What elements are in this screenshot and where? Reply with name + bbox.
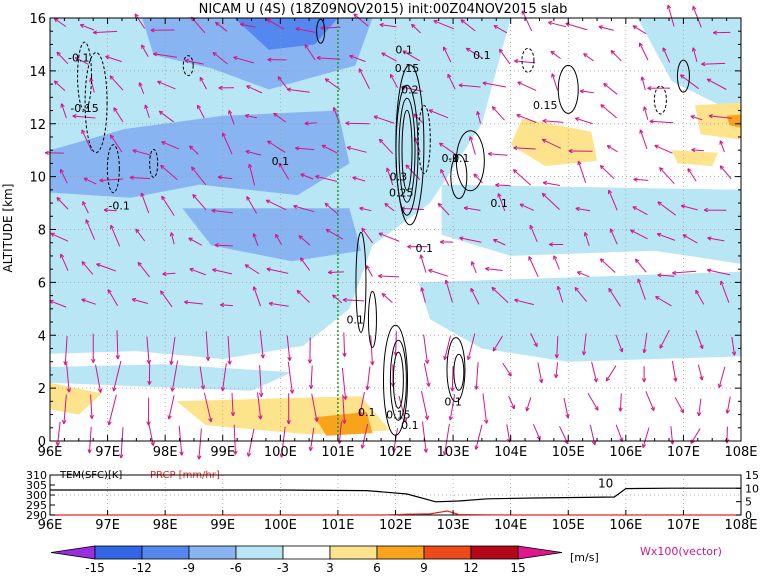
surface-x-tick-label: 103E [437, 518, 470, 533]
surface-x-tick-label: 105E [552, 518, 585, 533]
colorbar-tick-label: 12 [463, 561, 478, 575]
surface-x-tick-label: 106E [609, 518, 642, 533]
contour-label: 0.25 [389, 186, 414, 199]
x-tick-label: 108E [724, 445, 757, 460]
y-tick-label: 14 [29, 65, 46, 80]
surface-x-tick-label: 96E [38, 518, 63, 533]
x-tick-label: 107E [667, 445, 700, 460]
y-tick-label: 4 [38, 329, 46, 344]
contour-label: 0.15 [395, 62, 420, 75]
colorbar-segment [142, 546, 189, 559]
x-tick-label: 105E [552, 445, 585, 460]
colorbar-low-arrow [51, 546, 95, 559]
colorbar-segment [330, 546, 377, 559]
x-tick-label: 102E [379, 445, 412, 460]
x-tick-label: 96E [38, 445, 63, 460]
colorbar-segment [283, 546, 330, 559]
x-tick-label: 98E [153, 445, 178, 460]
colorbar-tick-label: -6 [230, 561, 242, 575]
surface-x-tick-label: 99E [210, 518, 235, 533]
colorbar-segment [236, 546, 283, 559]
y-tick-label: 2 [38, 382, 46, 397]
colorbar-unit: [m/s] [570, 551, 599, 564]
colorbar-tick-label: 9 [420, 561, 428, 575]
contour-label: 0.1 [358, 406, 376, 419]
x-tick-label: 106E [609, 445, 642, 460]
colorbar-tick-label: -15 [85, 561, 105, 575]
surface-y2-tick-label: 5 [745, 496, 752, 509]
y-tick-label: 8 [38, 224, 46, 239]
vector-legend: Wx100(vector) [640, 545, 722, 558]
x-tick-label: 99E [210, 445, 235, 460]
contour-label: 0.1 [272, 155, 290, 168]
contour-label: -0.1 [68, 52, 89, 65]
colorbar-tick-label: 15 [510, 561, 525, 575]
colorbar-tick-label: 6 [373, 561, 381, 575]
y-tick-label: 12 [29, 118, 46, 133]
chart-title: NICAM U (4S) (18Z09NOV2015) init:00Z04NO… [199, 2, 568, 17]
contour-label: 0.1 [416, 242, 434, 255]
colorbar-segment [424, 546, 471, 559]
contour-label: 0.2 [401, 83, 419, 96]
surface-x-tick-label: 102E [379, 518, 412, 533]
x-tick-label: 100E [264, 445, 297, 460]
contour-label: 0.1 [401, 419, 419, 432]
contour-label: 0.1 [441, 152, 459, 165]
colorbar-tick-label: -3 [277, 561, 289, 575]
contour-label: 0.1 [444, 395, 462, 408]
surface-x-tick-label: 108E [724, 518, 757, 533]
contour-label: 0.1 [490, 197, 508, 210]
y-tick-label: 10 [29, 171, 46, 186]
surface-y2-tick-label: 15 [745, 469, 759, 482]
contour-label: 0.1 [395, 44, 413, 57]
colorbar-segment [189, 546, 236, 559]
colorbar-segment [471, 546, 518, 559]
colorbar-segment [95, 546, 142, 559]
surface-y2-tick-label: 10 [745, 482, 759, 495]
colorbar-tick-label: -9 [183, 561, 195, 575]
surface-x-tick-label: 97E [95, 518, 120, 533]
wind-vector-shaft [328, 272, 344, 273]
x-tick-label: 97E [95, 445, 120, 460]
contour-label: 0.1 [346, 313, 364, 326]
contour-label: 0.1 [473, 49, 491, 62]
y-tick-label: 16 [29, 12, 46, 27]
colorbar-high-arrow [518, 546, 562, 559]
contour-label: 0.15 [533, 99, 558, 112]
surface-annotation: 10 [598, 476, 613, 490]
contour-label: -0.1 [108, 200, 129, 213]
x-tick-label: 104E [494, 445, 527, 460]
surface-x-tick-label: 98E [153, 518, 178, 533]
x-tick-label: 101E [321, 445, 354, 460]
colorbar-segment [377, 546, 424, 559]
contour-label: -0.15 [70, 102, 98, 115]
contour-label: 0.3 [390, 171, 408, 184]
colorbar-tick-label: -12 [132, 561, 152, 575]
surface-x-tick-label: 104E [494, 518, 527, 533]
wind-vector-shaft [346, 123, 370, 124]
surface-x-tick-label: 101E [321, 518, 354, 533]
colorbar-tick-label: 3 [326, 561, 334, 575]
y-tick-label: 6 [38, 276, 46, 291]
surface-x-tick-label: 100E [264, 518, 297, 533]
x-tick-label: 103E [437, 445, 470, 460]
surface-x-tick-label: 107E [667, 518, 700, 533]
y-axis-label: ALTITUDE [km] [1, 184, 15, 273]
